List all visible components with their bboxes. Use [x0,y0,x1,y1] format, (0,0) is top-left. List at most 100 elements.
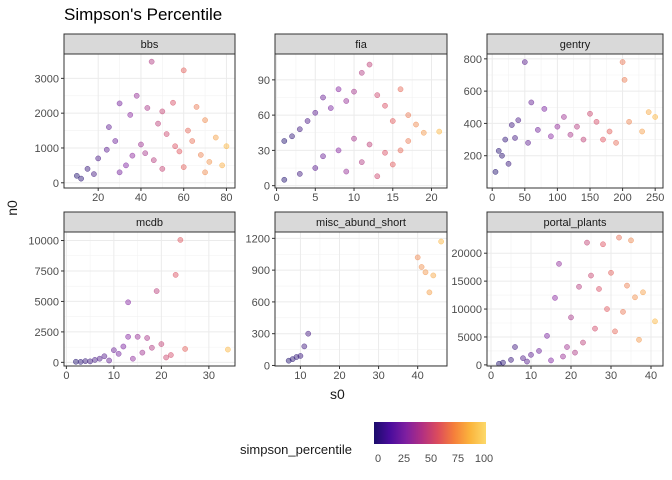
panel-border [486,53,664,189]
data-point [541,106,548,112]
data-point [163,354,169,361]
data-point [125,333,131,340]
data-point [101,353,108,360]
data-point [219,162,226,169]
facet-panel-mcdb: mcdb 0 10 20 30 0 2500 5000 7500 10000 [28,211,236,382]
y-tick-label: 0 [264,360,270,372]
y-tick-label: 0 [53,178,59,190]
x-tick-label: 50 [519,192,531,204]
chart-title: Simpson's Percentile [64,5,223,24]
data-point [185,127,191,134]
data-point [312,165,319,171]
data-point [560,353,566,360]
y-tick-label: 0 [476,360,482,372]
data-point [382,102,388,109]
x-tick-label: 20 [92,192,104,204]
panel-background [486,53,664,189]
data-point [182,346,188,352]
y-tick-label: 1000 [35,143,59,155]
data-point [405,138,412,144]
y-tick-label: 0 [264,181,270,193]
data-point [612,328,618,335]
y-tick-label: 200 [464,151,482,163]
data-point [106,124,112,130]
data-point [499,152,505,159]
data-point [343,98,350,104]
data-point [115,350,122,357]
data-point [296,126,303,133]
y-tick-label: 7500 [35,266,59,278]
data-point [621,76,628,83]
x-axis-title: s0 [330,386,345,402]
x-tick-label: 15 [387,192,399,204]
data-point [397,86,404,93]
data-point [528,351,534,358]
data-point [492,169,499,175]
x-tick-label: 10 [108,370,120,382]
data-point [197,152,204,158]
data-point [103,146,110,153]
x-tick-label: 250 [646,192,664,204]
data-point [312,109,319,116]
data-point [125,299,131,306]
data-point [626,118,632,125]
data-point [592,325,598,332]
panel-border [63,231,236,367]
data-point [351,135,357,142]
data-point [418,264,425,270]
y-tick-label: 800 [464,54,482,66]
data-point [144,105,151,111]
data-point [604,306,610,312]
data-point [525,139,531,146]
y-tick-label: 20000 [451,248,482,260]
legend-tick-label: 75 [451,453,465,465]
y-tick-label: 900 [252,265,270,277]
data-point [301,343,308,350]
data-point [608,269,614,276]
y-tick-label: 15000 [451,276,482,288]
panel-background [63,231,236,367]
data-point [112,138,119,144]
data-point [305,330,312,337]
x-tick-label: 80 [220,192,232,204]
facet-panel-portal_plants: portal_plants 0 10 20 30 40 0 5000 10000 15000 200… [451,211,664,382]
data-point [505,160,512,167]
facet-strip-label: portal_plants [544,217,607,229]
data-point [73,358,79,365]
data-point [180,67,187,74]
y-tick-label: 400 [464,118,482,130]
data-point [327,105,334,111]
y-tick-label: 2500 [35,327,59,339]
y-tick-label: 600 [464,86,482,98]
data-point [405,112,412,118]
data-point [95,155,102,162]
data-point [548,357,554,364]
data-point [438,238,444,245]
data-point [628,237,634,244]
data-point [574,123,580,130]
data-point [320,94,326,101]
facet-panel-gentry: gentry 0 50 100 150 200 250 200 400 600 800 [464,33,664,204]
data-point [281,138,288,144]
data-point [616,234,622,241]
x-tick-label: 60 [178,192,190,204]
x-tick-label: 20 [333,370,345,382]
x-tick-label: 10 [294,370,306,382]
data-point [180,164,187,170]
data-point [96,355,103,362]
data-point [84,166,91,172]
data-point [556,260,562,267]
x-tick-label: 10 [525,370,537,382]
y-tick-label: 10000 [451,304,482,316]
data-point [636,336,642,343]
data-point [652,114,659,120]
data-point [138,141,144,148]
data-point [159,108,166,115]
data-point [397,147,404,154]
data-point [520,355,526,362]
legend-tick-label: 50 [424,453,438,465]
panel-background [486,231,664,367]
data-point [123,162,129,169]
x-tick-label: 0 [489,192,495,204]
